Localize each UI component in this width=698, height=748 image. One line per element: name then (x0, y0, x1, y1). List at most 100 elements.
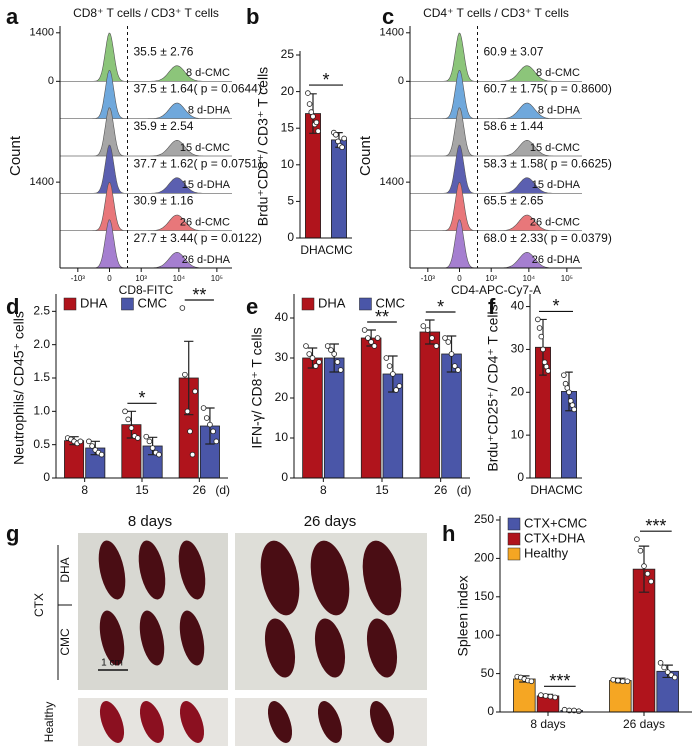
data-point (203, 415, 210, 421)
legend-label: CMC (375, 295, 405, 310)
data-point (337, 367, 344, 373)
data-point (98, 451, 105, 458)
data-point (313, 119, 320, 126)
y-axis-label: IFN-γ/ CD8⁺ T cells (249, 327, 265, 448)
data-point (442, 335, 448, 341)
row-annotation: 35.9 ± 2.54 (134, 119, 194, 133)
x-axis-label: CD8-FITC (119, 283, 174, 297)
y-tick-label: 1.0 (33, 404, 50, 418)
data-point (306, 351, 313, 357)
column-label: 26 days (304, 513, 357, 530)
data-point (361, 327, 368, 333)
panel-label: h (442, 521, 455, 546)
y-axis-label: Count (357, 135, 374, 176)
data-point (540, 346, 546, 353)
photo-panel: g 8 days 26 days (6, 513, 427, 746)
data-point (149, 445, 156, 451)
panel-label: c (382, 4, 394, 29)
data-point (200, 405, 207, 411)
row-label: 8 d-CMC (186, 67, 230, 79)
row-label: 15 d-CMC (530, 142, 580, 154)
y-tick-label: 0 (487, 704, 494, 718)
legend-label: CMC (137, 295, 167, 310)
error-bar (425, 319, 435, 345)
legend-swatch (63, 297, 77, 311)
row-annotation: 65.5 ± 2.65 (484, 194, 544, 208)
y-tick-label: 40 (511, 299, 525, 313)
legend-swatch (507, 517, 521, 531)
data-point (374, 335, 381, 341)
group-label: CTX (32, 593, 46, 617)
row-annotation: 58.3 ± 1.58( p = 0.6625) (484, 156, 612, 170)
y-tick-label: 0 (48, 75, 54, 87)
x-tick-label: -10³ (71, 274, 86, 283)
data-point (192, 388, 198, 395)
panel-label: a (6, 4, 19, 29)
data-point (368, 339, 374, 345)
chart-title: CD4⁺ T cells / CD3⁺ T cells (423, 6, 569, 20)
column-label: 8 days (128, 513, 172, 530)
data-point (315, 128, 321, 134)
data-point (396, 383, 403, 389)
row-label: 26 d-DHA (532, 254, 581, 266)
data-point (448, 351, 455, 357)
row-annotation: 27.7 ± 3.44( p = 0.0122) (134, 231, 262, 245)
x-axis-label: CD4-APC-Cy7-A (451, 283, 541, 297)
y-tick-label: 20 (281, 84, 295, 98)
x-tick-label: 0 (107, 274, 112, 283)
x-tick-label: CMC (325, 243, 353, 257)
data-point (575, 708, 582, 715)
y-tick-label: 10 (281, 157, 295, 171)
row-label: DHA (58, 557, 72, 582)
significance-label: ** (192, 285, 206, 305)
y-tick-label: 1400 (380, 176, 404, 188)
y-tick-label: 10 (511, 427, 525, 441)
significance-label: * (437, 297, 444, 317)
data-point (86, 438, 92, 445)
spleens (98, 540, 402, 743)
bar (331, 139, 347, 239)
x-tick-label: 26 days (623, 717, 665, 731)
significance-label: * (552, 296, 559, 316)
y-tick-label: 1.5 (33, 370, 50, 384)
data-point (316, 359, 322, 365)
x-tick-label: DHA (530, 483, 555, 497)
data-point (433, 343, 440, 349)
y-tick-label: 1400 (30, 27, 54, 39)
y-tick-label: 20 (511, 384, 525, 398)
data-point (538, 692, 544, 698)
y-axis-label: Neutrophils/ CD45⁺ cells (11, 311, 27, 465)
row-annotation: 30.9 ± 1.16 (134, 194, 194, 208)
x-tick-label: 26 (193, 483, 207, 497)
data-point (324, 343, 331, 349)
significance-label: *** (549, 671, 570, 691)
data-point (306, 101, 313, 107)
data-point (390, 371, 396, 377)
data-point (547, 693, 554, 700)
y-tick-label: 30 (275, 350, 289, 364)
x-axis-label: (d) (215, 483, 230, 497)
error-bar (638, 545, 650, 593)
data-point (637, 547, 644, 554)
data-point (615, 677, 621, 684)
x-axis-label: (d) (457, 483, 472, 497)
y-tick-label: 200 (474, 551, 494, 565)
data-point (657, 660, 664, 666)
data-point (383, 355, 390, 361)
data-point (420, 323, 427, 329)
y-tick-label: 1400 (30, 176, 54, 188)
legend-label: Healthy (524, 545, 569, 560)
y-tick-label: 10 (275, 430, 289, 444)
row-label: CMC (58, 628, 72, 656)
x-tick-label: 10³ (135, 274, 147, 283)
data-point (365, 335, 371, 341)
data-point (341, 135, 347, 142)
row-annotation: 58.6 ± 1.44 (484, 119, 544, 133)
data-point (77, 438, 84, 445)
data-point (182, 371, 188, 378)
row-annotation: 60.9 ± 3.07 (484, 44, 544, 58)
x-tick-label: 10⁴ (173, 274, 186, 283)
data-point (619, 678, 626, 685)
data-point (189, 451, 196, 458)
